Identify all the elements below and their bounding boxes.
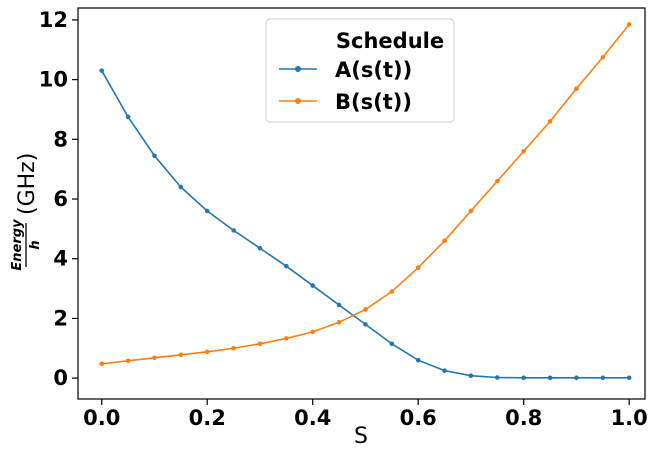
data-point-b <box>310 329 316 335</box>
y-axis-label: Energy h (GHz) <box>10 153 43 271</box>
legend-frame <box>265 18 455 123</box>
data-point-b <box>415 265 421 270</box>
data-point-a <box>442 368 447 373</box>
x-tick-label: 0.4 <box>294 406 331 430</box>
data-point-a <box>231 228 236 233</box>
data-point-b <box>547 119 553 124</box>
x-tick-label: 1.0 <box>611 406 648 430</box>
data-point-a <box>547 375 553 381</box>
data-point-a <box>574 375 579 381</box>
data-point-b <box>284 336 289 341</box>
data-point-a <box>363 322 368 327</box>
x-tick-label: 0.8 <box>505 406 542 430</box>
data-point-a <box>389 341 395 347</box>
data-point-b <box>442 238 447 244</box>
legend-marker-b <box>295 98 301 104</box>
legend-label-b: B(s(t)) <box>335 90 412 114</box>
x-tick-label: 0.2 <box>189 406 226 430</box>
legend-item-a: A(s(t)) <box>279 58 412 82</box>
data-point-b <box>574 86 579 91</box>
data-point-a <box>336 302 342 308</box>
data-point-a <box>257 245 263 251</box>
data-point-b <box>363 307 368 312</box>
data-point-a <box>415 357 421 363</box>
data-point-a <box>626 375 632 381</box>
data-point-b <box>152 355 157 361</box>
data-point-b <box>257 341 263 347</box>
y-tick-label: 0 <box>53 366 68 390</box>
data-point-b <box>231 345 236 351</box>
data-point-a <box>521 375 526 381</box>
data-point-b <box>204 349 210 355</box>
x-tick-label: 0.6 <box>400 406 437 430</box>
data-point-a <box>468 373 474 379</box>
y-tick-label: 2 <box>53 306 68 330</box>
y-tick-label: 4 <box>53 247 68 271</box>
plot-area <box>77 7 646 400</box>
y-axis-ticks: 0 2 4 6 8 10 12 <box>39 8 78 390</box>
series-layer <box>99 22 632 381</box>
data-point-b <box>600 54 606 60</box>
y-tick-label: 10 <box>39 68 68 92</box>
data-point-b <box>521 148 526 154</box>
legend-marker-a <box>295 66 301 72</box>
data-point-b <box>99 361 105 367</box>
legend-item-b: B(s(t)) <box>279 90 412 114</box>
legend-title: Schedule <box>336 29 444 53</box>
data-point-a <box>178 184 184 190</box>
legend-label-a: A(s(t)) <box>335 58 412 82</box>
data-point-b <box>336 319 342 325</box>
x-tick-label: 0.0 <box>83 406 120 430</box>
legend: Schedule A(s(t)) B(s(t)) <box>265 18 455 123</box>
data-point-a <box>125 114 131 120</box>
data-point-b <box>178 352 184 358</box>
y-axis-label-denominator: h <box>28 240 43 249</box>
x-axis-label: S <box>354 424 368 449</box>
data-point-a <box>204 208 210 214</box>
y-tick-label: 8 <box>53 127 68 151</box>
y-tick-label: 6 <box>53 187 68 211</box>
data-point-a <box>152 153 157 159</box>
data-point-a <box>310 283 316 288</box>
y-tick-label: 12 <box>39 8 68 32</box>
data-point-b <box>125 358 131 364</box>
y-axis-label-unit: (GHz) <box>15 153 40 215</box>
data-point-b <box>495 178 500 184</box>
data-point-b <box>389 289 395 294</box>
data-point-a <box>600 375 606 381</box>
data-point-b <box>468 208 474 214</box>
data-point-a <box>495 375 500 380</box>
data-point-a <box>99 68 105 73</box>
y-axis-label-numerator: Energy <box>10 219 25 271</box>
x-axis-ticks: 0.0 0.2 0.4 0.6 0.8 1.0 <box>83 399 648 430</box>
data-point-a <box>284 263 289 269</box>
data-point-b <box>626 22 632 27</box>
